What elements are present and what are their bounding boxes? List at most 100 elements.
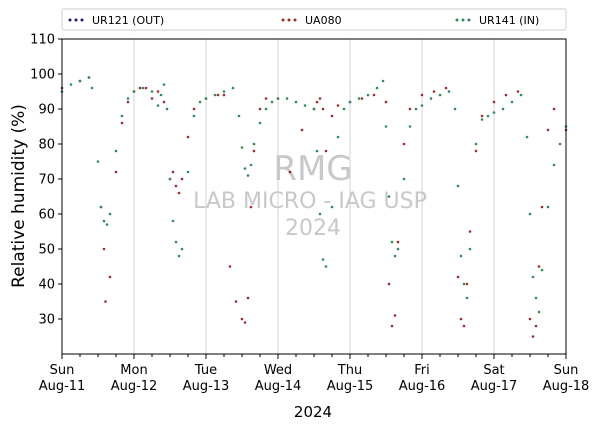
data-point	[237, 114, 241, 118]
data-point	[552, 107, 556, 111]
data-point	[408, 107, 412, 111]
legend-marker	[461, 18, 465, 22]
legend-label: UR141 (IN)	[479, 14, 539, 27]
data-point	[510, 100, 514, 104]
data-point	[156, 90, 160, 93]
data-point	[99, 205, 103, 209]
y-tick-label: 80	[38, 138, 55, 153]
data-point	[381, 79, 385, 83]
data-point	[231, 86, 235, 90]
x-tick-date: Aug-11	[39, 379, 86, 394]
data-point	[537, 265, 541, 268]
data-point	[159, 93, 163, 97]
grid-lines	[133, 39, 495, 354]
x-axis: SunAug-11MonAug-12TueAug-13WedAug-14ThuA…	[39, 354, 590, 394]
x-tick-day: Tue	[194, 363, 217, 378]
data-point	[78, 79, 82, 83]
y-axis: 30 40 50 60 70 80 90 100 110	[30, 33, 62, 328]
data-point	[387, 282, 391, 286]
data-point	[474, 149, 478, 153]
data-point	[174, 240, 178, 244]
data-point	[420, 93, 424, 97]
legend-entry-0: UR121 (OUT)	[68, 14, 164, 27]
data-point	[456, 184, 460, 188]
x-tick-date: Aug-14	[255, 379, 302, 394]
data-point	[177, 191, 181, 195]
data-point	[342, 107, 346, 111]
data-point	[462, 324, 466, 328]
data-point	[126, 100, 130, 104]
data-point	[204, 97, 208, 100]
data-point	[168, 177, 172, 181]
x-tick-date: Aug-18	[543, 379, 590, 394]
data-point	[180, 177, 184, 181]
data-point	[246, 174, 250, 177]
data-point	[408, 125, 412, 128]
watermark-line-3: 2024	[285, 216, 341, 241]
data-point	[486, 114, 490, 118]
data-point	[519, 93, 523, 97]
data-point	[540, 205, 544, 209]
data-point	[324, 149, 328, 153]
data-point	[402, 142, 406, 146]
data-point	[384, 100, 388, 104]
data-point	[393, 314, 397, 317]
data-point	[141, 86, 145, 90]
x-tick-day: Thu	[337, 363, 362, 378]
data-point	[321, 258, 325, 261]
data-point	[252, 142, 256, 146]
data-point	[357, 97, 361, 100]
data-point	[174, 184, 178, 188]
data-point	[276, 97, 280, 100]
data-point	[318, 97, 322, 100]
legend-marker	[80, 18, 84, 22]
y-tick-label: 30	[38, 313, 55, 328]
watermark-line-2: LAB MICRO - IAG USP	[193, 189, 427, 214]
data-point	[315, 149, 319, 153]
x-tick-date: Aug-13	[183, 379, 230, 394]
data-point	[375, 86, 379, 90]
data-point	[258, 121, 262, 125]
data-point	[462, 282, 466, 286]
data-point	[492, 100, 496, 104]
data-point	[144, 86, 148, 90]
data-point	[402, 177, 406, 181]
data-point	[186, 135, 190, 139]
data-point	[432, 90, 436, 93]
legend-entry-2: UR141 (IN)	[455, 14, 539, 27]
data-point	[390, 324, 394, 328]
y-tick-label: 40	[38, 278, 55, 293]
data-point	[546, 128, 550, 132]
x-axis-label: 2024	[294, 403, 332, 421]
data-point	[162, 100, 166, 104]
data-point	[420, 104, 424, 107]
data-point	[360, 97, 364, 100]
data-point	[531, 275, 535, 279]
data-point	[198, 100, 202, 104]
data-point	[69, 83, 73, 86]
data-point	[366, 93, 370, 97]
data-point	[288, 170, 292, 174]
data-point	[150, 97, 154, 100]
x-tick-day: Sat	[483, 363, 504, 378]
data-point	[249, 163, 253, 167]
data-point	[213, 93, 217, 97]
data-point	[324, 265, 328, 268]
data-point	[531, 335, 535, 338]
legend-marker	[68, 18, 72, 22]
data-point	[300, 128, 304, 132]
data-point	[264, 107, 268, 111]
data-point	[465, 296, 469, 300]
data-point	[102, 219, 106, 223]
data-point	[453, 107, 457, 111]
legend-entry-1: UA080	[281, 14, 342, 27]
legend-marker	[281, 18, 285, 22]
data-point	[459, 317, 463, 321]
legend: UR121 (OUT) UA080 UR141 (IN)	[61, 8, 567, 31]
data-point	[312, 107, 316, 111]
data-point	[108, 275, 112, 279]
data-point	[171, 219, 175, 223]
data-point	[87, 76, 91, 79]
y-tick-label: 90	[38, 103, 55, 118]
